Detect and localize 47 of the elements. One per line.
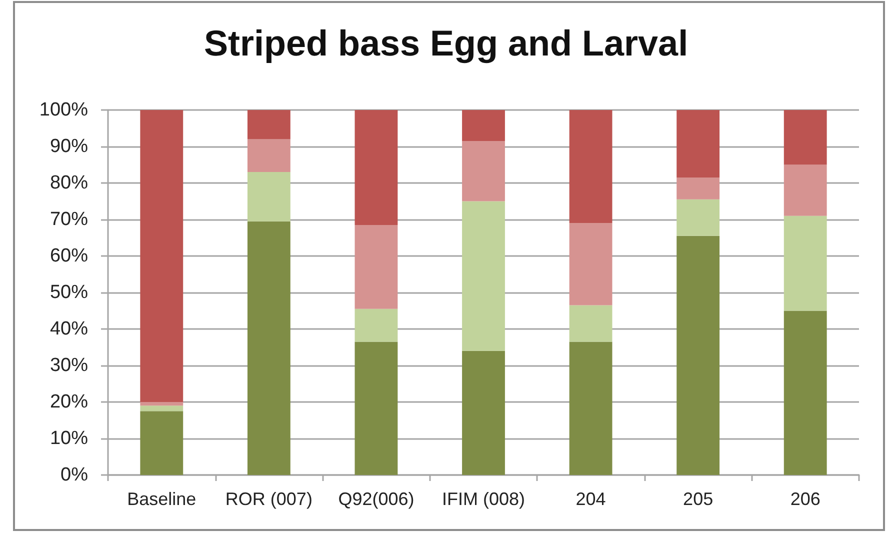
bar — [462, 201, 505, 351]
x-tick-label: 204 — [576, 489, 606, 509]
bar — [462, 110, 505, 142]
bar — [784, 110, 827, 165]
bar — [676, 199, 720, 236]
bar — [140, 402, 184, 406]
y-tick-label: 30% — [50, 355, 88, 376]
bar — [140, 411, 184, 475]
bar — [569, 223, 612, 306]
y-tick-label: 20% — [50, 392, 88, 412]
bar — [354, 308, 398, 342]
bar — [569, 110, 612, 224]
bar — [247, 221, 290, 475]
bar — [354, 110, 398, 225]
bar — [247, 172, 290, 222]
y-tick-label: 70% — [50, 209, 88, 230]
x-tick-label: 206 — [790, 489, 820, 509]
x-tick-label: IFIM (008) — [442, 489, 526, 509]
bar — [354, 342, 398, 475]
y-tick-label: 50% — [50, 282, 88, 303]
bar — [676, 178, 720, 200]
bar — [462, 350, 505, 475]
bar — [676, 236, 720, 475]
x-tick-label: Baseline — [127, 489, 196, 509]
bar — [569, 342, 612, 475]
y-tick-label: 60% — [50, 246, 88, 266]
bar — [676, 110, 720, 178]
y-tick-label: 80% — [50, 172, 88, 194]
y-tick-label: 40% — [50, 318, 88, 340]
y-tick-label: 10% — [50, 428, 88, 449]
bar — [462, 141, 505, 202]
y-tick-label: 0% — [60, 464, 88, 486]
x-tick-label: ROR (007) — [225, 489, 312, 509]
bar — [247, 110, 290, 140]
bar — [784, 164, 827, 216]
bar — [354, 224, 398, 309]
y-tick-label: 100% — [39, 100, 88, 120]
bar — [784, 310, 827, 475]
chart-title: Striped bass Egg and Larval — [204, 22, 688, 64]
bar — [140, 110, 184, 402]
bar — [140, 406, 184, 412]
bar — [569, 305, 612, 342]
bar — [784, 216, 827, 311]
x-tick-label: Q92(006) — [338, 489, 414, 509]
x-tick-label: 205 — [683, 489, 714, 509]
y-tick-label: 90% — [50, 136, 88, 157]
bar — [247, 139, 290, 172]
